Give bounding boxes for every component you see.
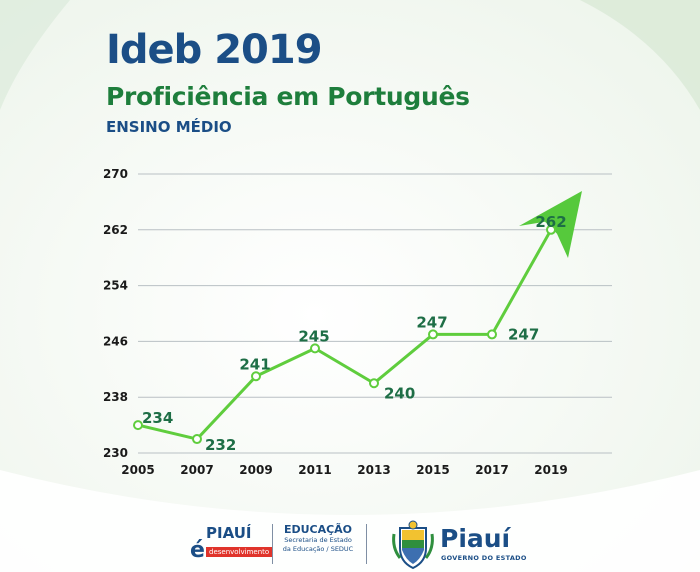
x-tick-label: 2011 [298,463,331,477]
seduc-line-1: Secretaria de Estado [284,536,352,545]
page-title: Ideb 2019 [106,27,323,73]
seduc-title: EDUCAÇÃO [283,523,353,536]
line-chart: 230 238 246 254 262 270 2005 2007 2009 2011 2013 20… [103,167,612,477]
data-point [369,378,379,389]
piaui-desenvolvimento-logo: PIAUÍ é desenvolvimento [188,524,273,566]
data-point [546,224,556,235]
x-tick-label: 2017 [475,463,508,477]
data-label: 232 [205,436,236,454]
data-label: 241 [239,355,270,373]
coat-of-arms-icon [392,520,434,570]
y-tick-label: 230 [103,446,128,460]
data-point [192,434,202,445]
seduc-logo: EDUCAÇÃO Secretaria de Estado da Educaçã… [282,523,354,553]
logo-piaui-word: PIAUÍ [206,524,252,542]
y-tick-label: 262 [103,223,128,237]
series-line [137,229,553,441]
x-tick-label: 2007 [180,463,213,477]
education-level: ENSINO MÉDIO [106,118,232,136]
seduc-line-2: da Educação / SEDUC [282,544,354,553]
divider [272,524,273,564]
x-tick-label: 2015 [416,463,449,477]
data-label: 234 [142,409,173,427]
data-label: 240 [384,384,415,402]
data-point [487,329,497,340]
data-point [251,371,261,382]
divider [366,524,367,564]
x-tick-label: 2005 [121,463,154,477]
data-label: 247 [416,313,447,331]
data-label: 262 [535,213,566,231]
trend-arrow [519,191,582,258]
logo-tag: desenvolvimento [206,547,273,557]
data-point [133,420,143,431]
gov-word: Piauí [440,524,511,553]
data-point [428,329,438,340]
page-subtitle: Proficiência em Português [106,82,470,111]
x-tick-label: 2019 [534,463,567,477]
x-tick-label: 2013 [357,463,390,477]
data-point [310,343,320,354]
y-tick-label: 246 [103,334,128,348]
footer-logos: PIAUÍ é desenvolvimento EDUCAÇÃO Secreta… [0,510,700,572]
gov-subtitle: GOVERNO DO ESTADO [441,554,527,562]
governo-piaui-logo: Piauí GOVERNO DO ESTADO [388,516,526,572]
y-tick-label: 254 [103,279,128,293]
data-label: 247 [508,325,539,343]
y-tick-label: 270 [103,167,128,181]
logo-e-letter: é [190,538,205,563]
y-tick-label: 238 [103,390,128,404]
x-tick-label: 2009 [239,463,272,477]
data-label: 245 [298,327,329,345]
